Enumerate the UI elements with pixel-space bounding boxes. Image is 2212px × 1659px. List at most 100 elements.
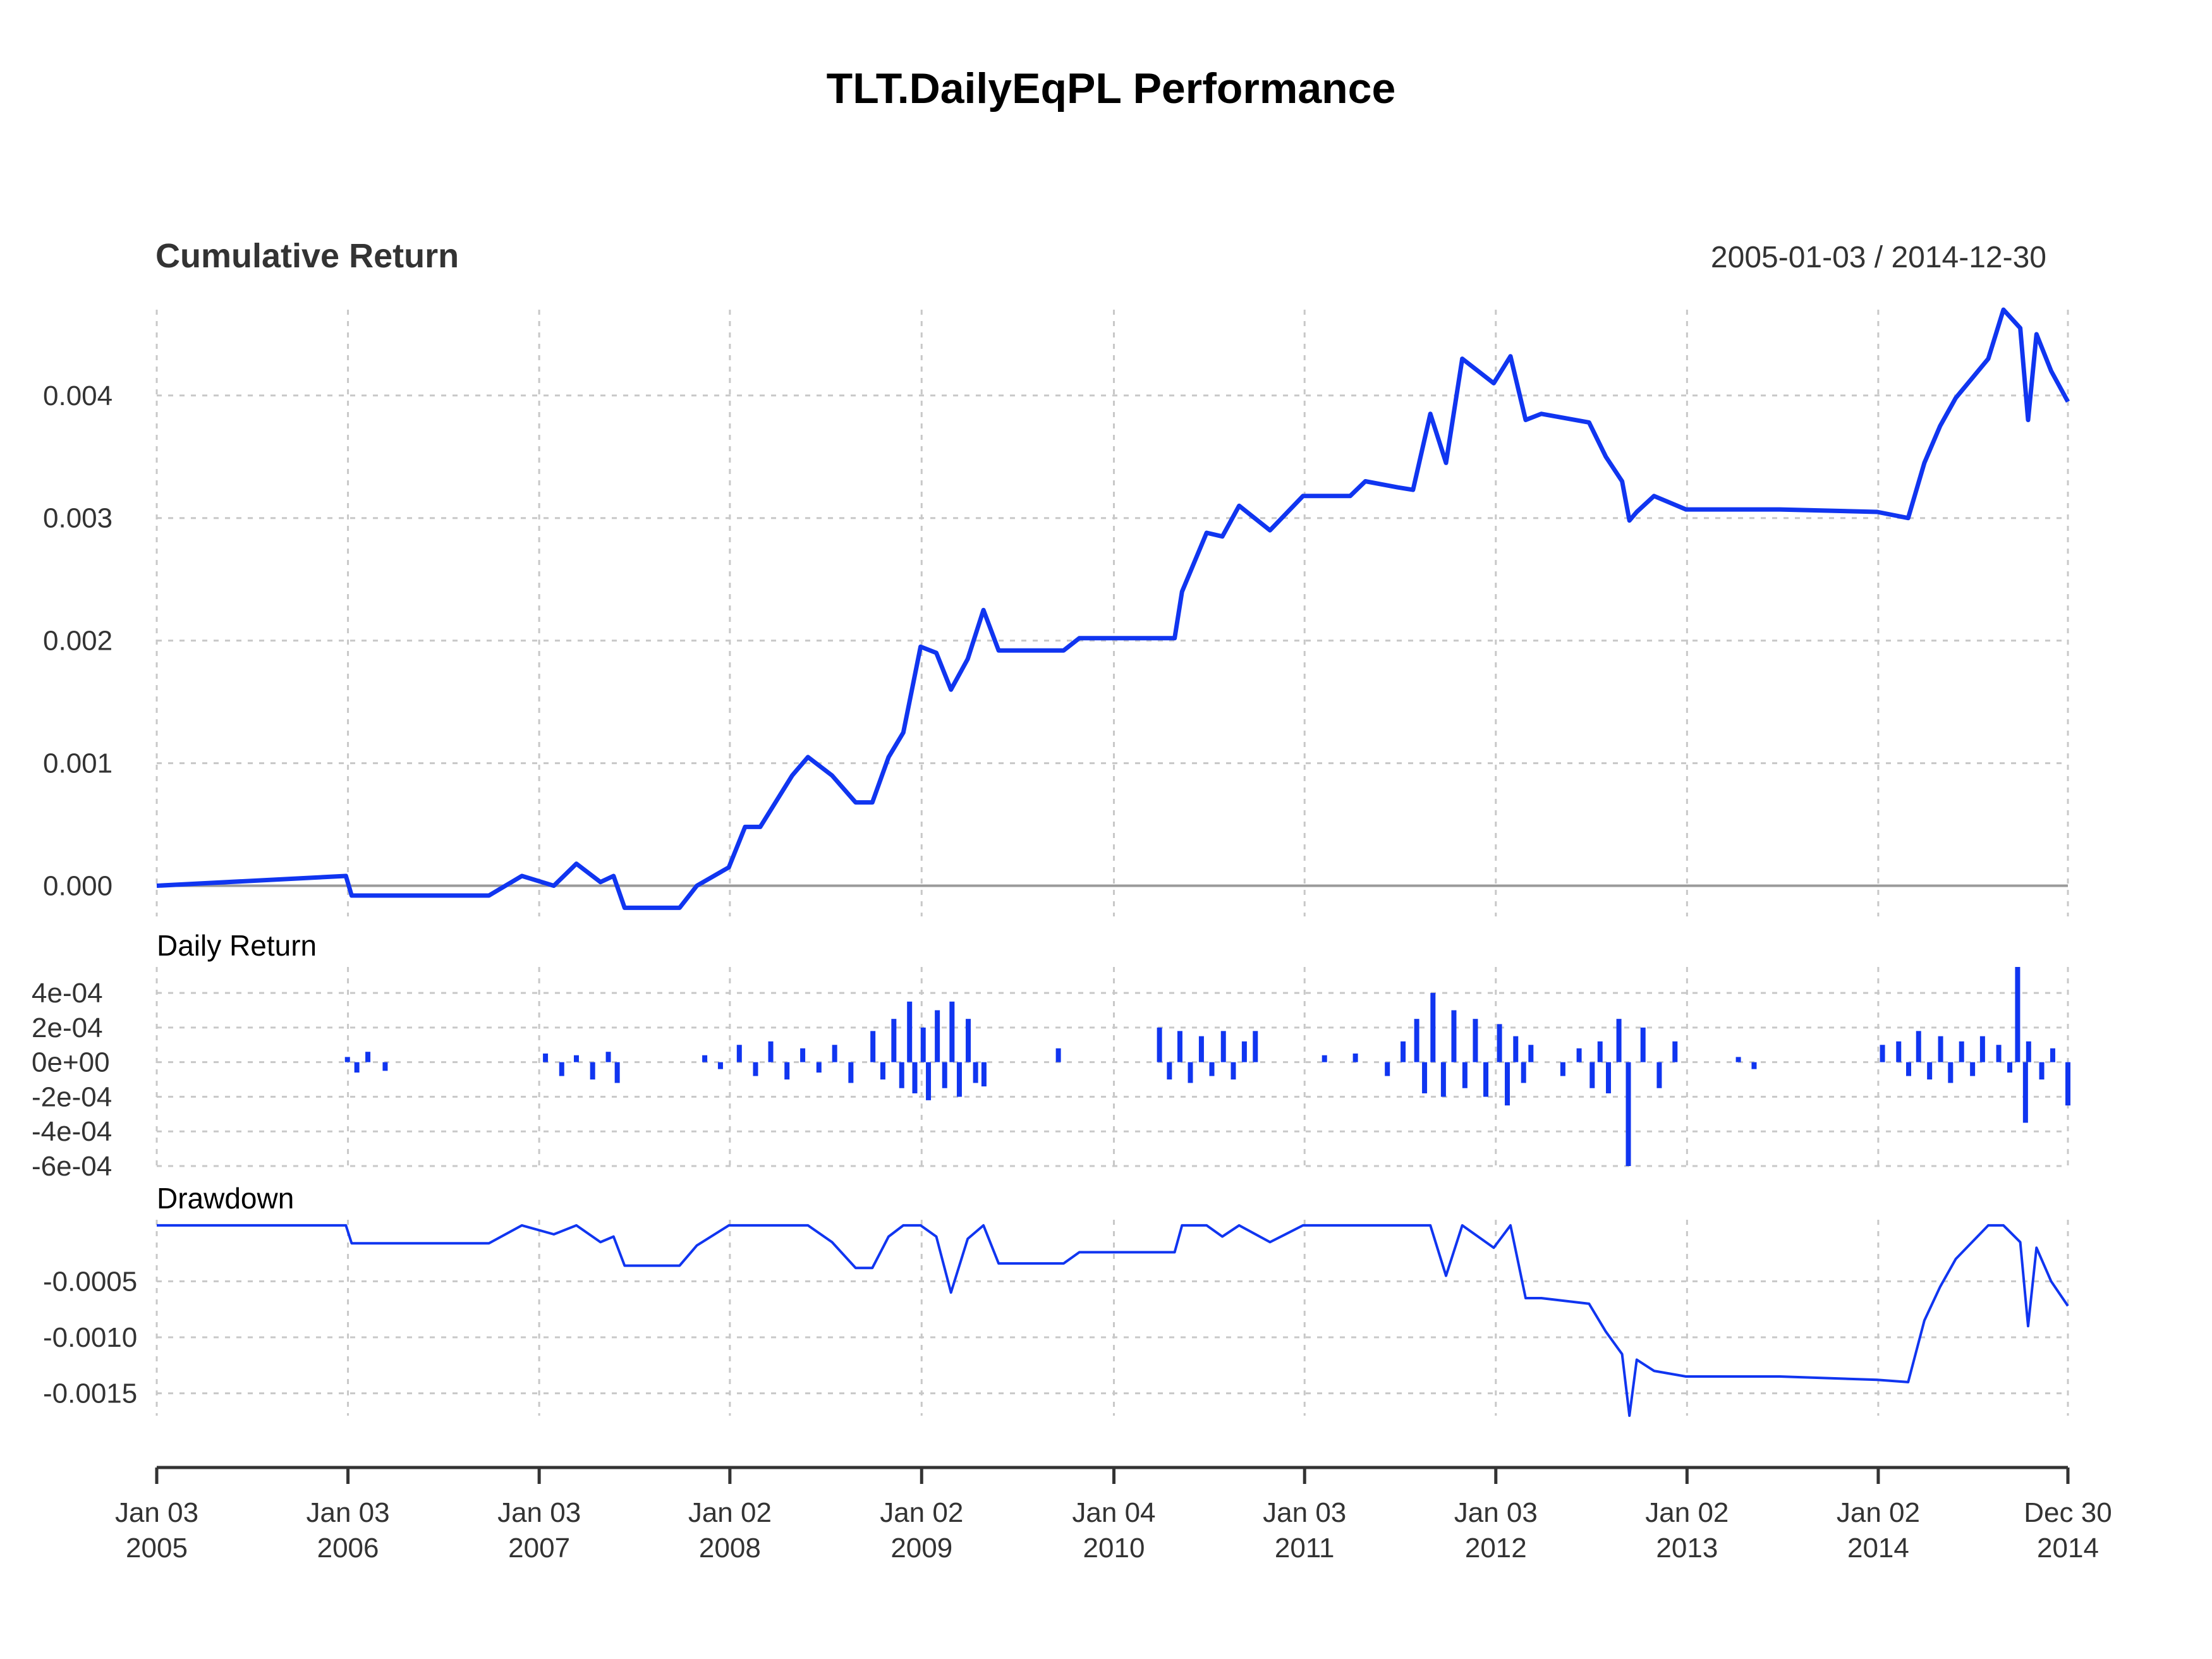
- daily-return-bar: [573, 1055, 579, 1062]
- daily-return-bar: [1473, 1019, 1478, 1062]
- daily-return-bar: [912, 1062, 918, 1093]
- daily-return-bar: [1589, 1062, 1595, 1088]
- daily-y-tick-label: -6e-04: [32, 1151, 112, 1182]
- daily-return-bar: [907, 1001, 913, 1062]
- daily-return-bar: [832, 1045, 837, 1062]
- daily-return-bar: [880, 1062, 885, 1080]
- daily-y-tick-label: 4e-04: [32, 978, 103, 1009]
- daily-return-bar: [2039, 1062, 2045, 1080]
- daily-return-bar: [1916, 1031, 1921, 1062]
- daily-return-bar: [2022, 1062, 2028, 1123]
- daily-return-bar: [1560, 1062, 1565, 1076]
- daily-return-bar: [614, 1062, 620, 1083]
- x-tick-year-label: 2014: [2037, 1533, 2099, 1564]
- daily-return-bar: [382, 1062, 388, 1071]
- x-tick-label: Jan 02: [1837, 1497, 1920, 1528]
- x-tick-label: Dec 30: [2024, 1497, 2112, 1528]
- cumulative-y-tick-label: 0.003: [43, 503, 112, 534]
- daily-return-bar: [1177, 1031, 1182, 1062]
- daily-return-bar: [1497, 1024, 1502, 1062]
- daily-return-bar: [1422, 1062, 1428, 1093]
- daily-return-bar: [784, 1062, 790, 1080]
- daily-return-bar: [736, 1045, 742, 1062]
- cumulative-y-tick-label: 0.002: [43, 626, 112, 657]
- daily-return-bar: [966, 1019, 971, 1062]
- daily-return-bar: [935, 1010, 940, 1062]
- daily-return-bar: [1157, 1027, 1162, 1062]
- daily-return-bar: [1880, 1045, 1885, 1062]
- x-tick-year-label: 2011: [1275, 1533, 1335, 1564]
- daily-return-bar: [1401, 1041, 1406, 1062]
- cumulative-y-tick-label: 0.004: [43, 380, 112, 411]
- daily-return-bar: [1231, 1062, 1236, 1080]
- daily-return-bar: [1896, 1041, 1902, 1062]
- cumulative-return-line: [156, 307, 2070, 910]
- daily-return-bar: [1241, 1041, 1247, 1062]
- daily-return-bar: [717, 1062, 723, 1069]
- daily-y-tick-label: -4e-04: [32, 1116, 112, 1147]
- daily-return-bar: [559, 1062, 564, 1076]
- daily-return-bar: [1672, 1041, 1678, 1062]
- daily-y-tick-label: -2e-04: [32, 1081, 112, 1112]
- daily-y-tick-label: 2e-04: [32, 1012, 103, 1043]
- cumulative-panel-title: Cumulative Return: [155, 237, 459, 275]
- x-tick-label: Jan 04: [1072, 1497, 1155, 1528]
- cumulative-y-tick-label: 0.000: [43, 871, 112, 902]
- drawdown-y-tick-label: -0.0015: [43, 1378, 137, 1409]
- daily-return-bar: [1505, 1062, 1510, 1106]
- daily-return-bar: [926, 1062, 932, 1100]
- x-tick-label: Jan 02: [688, 1497, 772, 1528]
- daily-return-bar: [1751, 1062, 1757, 1069]
- daily-return-bar: [344, 1057, 350, 1062]
- daily-return-bar: [1640, 1027, 1646, 1062]
- daily-return-bar: [1927, 1062, 1933, 1080]
- daily-return-bar: [816, 1062, 822, 1073]
- grid-layer: [155, 310, 2069, 1416]
- daily-return-bar: [1576, 1048, 1582, 1062]
- x-tick-label: Jan 03: [1263, 1497, 1346, 1528]
- daily-return-bar: [949, 1001, 955, 1062]
- x-tick-year-label: 2014: [1847, 1533, 1909, 1564]
- daily-return-bar: [1597, 1041, 1603, 1062]
- daily-return-bar: [1209, 1062, 1215, 1076]
- daily-return-bar: [543, 1053, 549, 1062]
- x-tick-label: Jan 02: [880, 1497, 963, 1528]
- drawdown-panel-title: Drawdown: [157, 1182, 294, 1215]
- daily-return-bar: [2015, 967, 2021, 1062]
- x-tick-label: Jan 03: [307, 1497, 390, 1528]
- daily-return-bar: [1735, 1057, 1741, 1062]
- x-tick-year-label: 2012: [1465, 1533, 1527, 1564]
- daily-return-bar: [1906, 1062, 1911, 1076]
- drawdown-y-tick-label: -0.0005: [43, 1266, 137, 1297]
- daily-return-bar: [973, 1062, 978, 1083]
- daily-return-bar: [1322, 1055, 1327, 1062]
- daily-return-bar: [1414, 1019, 1419, 1062]
- daily-return-bar: [1606, 1062, 1612, 1093]
- daily-return-bar: [899, 1062, 904, 1088]
- x-tick-year-label: 2010: [1083, 1533, 1145, 1564]
- daily-return-bar: [1167, 1062, 1172, 1080]
- daily-return-bar: [981, 1062, 987, 1086]
- x-tick-label: Jan 02: [1645, 1497, 1729, 1528]
- date-range-label: 2005-01-03 / 2014-12-30: [1711, 241, 2046, 274]
- x-tick-year-label: 2007: [508, 1533, 570, 1564]
- x-tick-year-label: 2006: [317, 1533, 379, 1564]
- x-tick-year-label: 2009: [890, 1533, 952, 1564]
- daily-return-bar: [1948, 1062, 1954, 1083]
- daily-y-tick-label: 0e+00: [32, 1047, 110, 1078]
- daily-return-bar: [1979, 1036, 1985, 1062]
- daily-return-bar: [956, 1062, 962, 1097]
- daily-return-bar: [2065, 1062, 2070, 1106]
- daily-return-bar: [1513, 1036, 1519, 1062]
- daily-return-bar: [800, 1048, 806, 1062]
- drawdown-panel: -0.0005 -0.0010 -0.0015: [43, 1224, 2069, 1417]
- daily-return-bar: [1616, 1019, 1622, 1062]
- daily-return-bar: [1198, 1036, 1204, 1062]
- daily-return-bar: [2026, 1041, 2031, 1062]
- daily-return-bar: [1451, 1010, 1457, 1062]
- drawdown-y-tick-label: -0.0010: [43, 1322, 137, 1353]
- daily-return-bar: [2050, 1048, 2055, 1062]
- x-tick-year-label: 2008: [699, 1533, 761, 1564]
